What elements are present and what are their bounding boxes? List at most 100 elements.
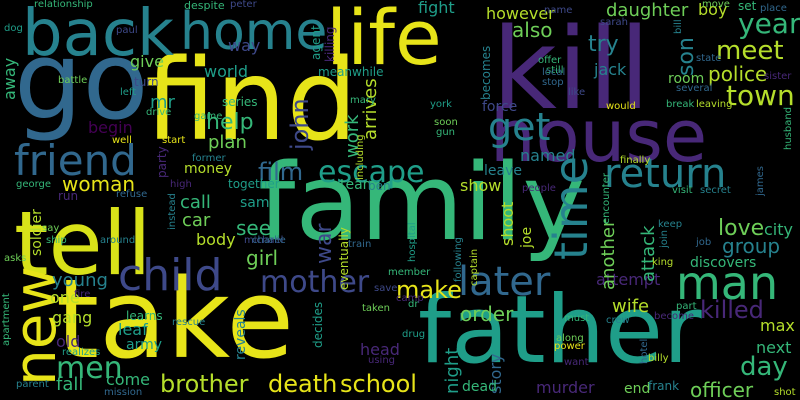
word-frank: frank: [648, 379, 680, 393]
word-would: would: [606, 101, 636, 112]
word-drive: drive: [146, 107, 172, 118]
word-meanwhile: meanwhile: [318, 65, 384, 79]
word-gang: gang: [52, 308, 93, 327]
word-end: end: [624, 381, 651, 397]
word-save: save: [374, 283, 398, 294]
word-secret: secret: [700, 185, 731, 196]
word-becomes: becomes: [479, 45, 493, 100]
word-name: name: [544, 5, 573, 16]
word-high: high: [170, 179, 192, 190]
word-next: next: [756, 338, 792, 357]
word-john: john: [286, 98, 314, 150]
word-shot: shot: [774, 387, 796, 398]
word-show: show: [460, 176, 502, 195]
word-say: say: [42, 223, 60, 234]
word-place: place: [760, 3, 787, 14]
word-still: still: [546, 65, 564, 76]
word-state: state: [696, 53, 722, 64]
word-call: call: [180, 192, 211, 213]
word-officer: officer: [690, 378, 754, 400]
word-make: make: [396, 276, 462, 304]
word-around: around: [100, 235, 136, 246]
word-tell: tell: [14, 192, 152, 295]
word-leaving: leaving: [696, 99, 733, 110]
word-king: king: [652, 257, 674, 268]
word-realizes: realizes: [62, 347, 101, 358]
word-shoot: shoot: [498, 201, 517, 246]
word-taken: taken: [362, 303, 390, 314]
word-power: power: [554, 341, 585, 352]
word-bill: bill: [673, 19, 684, 34]
word-billy: billy: [648, 353, 669, 364]
word-sarah: sarah: [600, 17, 628, 28]
word-agent: agent: [309, 25, 323, 60]
word-attack: attack: [638, 225, 659, 283]
word-one: one: [50, 288, 80, 307]
word-want: want: [564, 357, 589, 368]
word-brother: brother: [160, 370, 249, 398]
word-soon: soon: [434, 117, 458, 128]
word-joe: joe: [519, 226, 535, 248]
word-car: car: [182, 210, 211, 231]
word-love: love: [718, 216, 765, 241]
word-mother: mother: [260, 265, 370, 300]
word-back: back: [22, 0, 175, 71]
word-sam: sam: [240, 195, 270, 211]
word-money: money: [184, 161, 232, 177]
word-stop: stop: [542, 77, 564, 88]
word-police: police: [708, 62, 768, 86]
word-room: room: [668, 71, 705, 87]
word-gun: gun: [436, 127, 456, 138]
word-visit: visit: [672, 185, 693, 196]
word-day: day: [740, 352, 788, 382]
word-however: however: [486, 4, 555, 23]
word-encounter: encounter: [601, 173, 612, 224]
word-keep: keep: [658, 219, 683, 230]
word-escape: escape: [318, 155, 425, 190]
word-team: team: [340, 177, 377, 193]
word-man: man: [676, 256, 779, 310]
word-murder: murder: [536, 378, 595, 397]
word-young: young: [52, 270, 108, 291]
word-begin: begin: [88, 118, 133, 137]
word-fall: fall: [56, 374, 84, 395]
word-life: life: [326, 0, 442, 82]
word-must: must: [564, 313, 590, 324]
word-peter: peter: [230, 0, 257, 10]
word-decides: decides: [311, 301, 325, 348]
word-relationship: relationship: [34, 0, 93, 10]
word-captain: captain: [469, 248, 480, 286]
word-father: father: [418, 276, 702, 385]
word-old: old: [56, 332, 81, 351]
word-come: come: [106, 370, 151, 389]
word-child: child: [118, 250, 223, 301]
word-charlie: charlie: [252, 235, 286, 246]
word-home: home: [180, 2, 328, 62]
word-run: run: [58, 189, 79, 203]
word-move: move: [702, 0, 730, 10]
word-head: head: [360, 340, 400, 359]
word-ship: ship: [46, 235, 67, 246]
word-ben: ben: [368, 179, 391, 193]
word-named: named: [520, 146, 576, 165]
word-family: family: [258, 141, 586, 264]
word-men: men: [56, 351, 123, 386]
word-despite: despite: [184, 0, 225, 12]
word-break: break: [666, 99, 695, 110]
word-discovers: discovers: [690, 255, 757, 271]
word-meet: meet: [716, 36, 784, 66]
word-year: year: [738, 7, 800, 40]
word-later: later: [458, 259, 551, 305]
word-give: give: [130, 52, 164, 71]
word-together: together: [228, 177, 280, 191]
word-series: series: [222, 95, 258, 109]
word-local: local: [542, 67, 566, 78]
word-hospital: hospital: [407, 222, 418, 262]
word-instead: instead: [167, 193, 178, 230]
word-killing: killing: [323, 26, 337, 62]
word-refuse: refuse: [116, 189, 148, 200]
word-york: york: [430, 99, 452, 110]
word-help: help: [206, 110, 254, 135]
word-death: death: [268, 370, 338, 398]
